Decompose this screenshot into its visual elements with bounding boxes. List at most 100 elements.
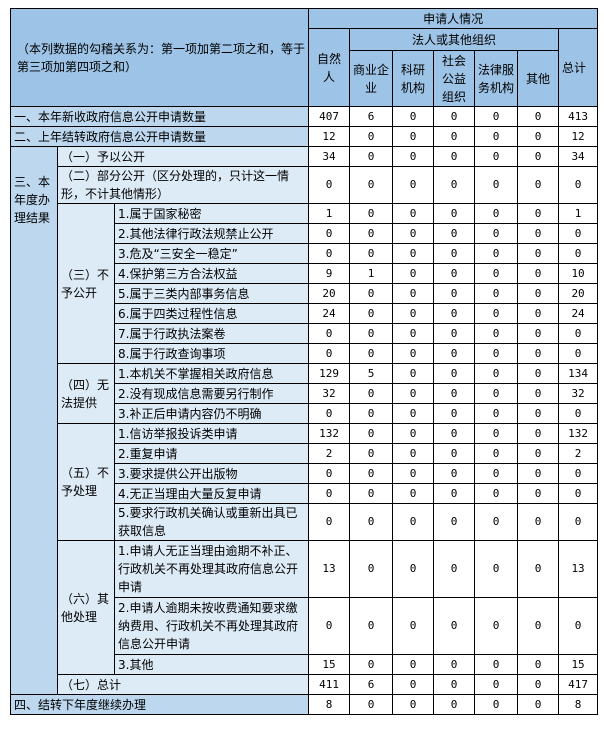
value-cell: 0 — [433, 403, 476, 424]
value-cell: 0 — [517, 166, 560, 204]
value-cell: 0 — [392, 106, 435, 127]
table-row: （六）其他处理 1.申请人无正当理由逾期不补正、行政机关不再处理其政府信息公开申请… — [11, 540, 599, 675]
value-cell: 0 — [558, 483, 599, 504]
value-cell: 0 — [517, 503, 560, 541]
value-cell: 0 — [349, 597, 394, 655]
value-cell: 12 — [308, 126, 351, 147]
value-cell: 0 — [474, 443, 519, 464]
item-label: 8.属于行政查询事项 — [113, 343, 310, 364]
header-org-col: 社会公益组织 — [433, 50, 476, 107]
value-cell: 0 — [517, 106, 560, 127]
value-cell: 0 — [558, 323, 599, 344]
value-cell: 0 — [433, 443, 476, 464]
table-row: 5.属于三类内部事务信息 20 0 0 0 0 0 20 — [11, 283, 599, 304]
value-cell: 0 — [433, 540, 476, 598]
value-cell: 0 — [392, 383, 435, 404]
value-cell: 0 — [392, 223, 435, 244]
value-cell: 0 — [392, 503, 435, 541]
value-cell: 0 — [392, 597, 435, 655]
value-cell: 0 — [517, 443, 560, 464]
value-cell: 0 — [433, 203, 476, 224]
value-cell: 0 — [474, 503, 519, 541]
value-cell: 0 — [517, 203, 560, 224]
table-row: （二）部分公开（区分处理的，只计这一情形，不计其他情形） 0 0 0 0 0 0 0 — [11, 166, 599, 204]
value-cell: 0 — [433, 126, 476, 147]
value-cell: 0 — [349, 423, 394, 444]
value-cell: 0 — [308, 323, 351, 344]
value-cell: 2 — [308, 443, 351, 464]
table-row: 一、本年新收政府信息公开申请数量 407 6 0 0 0 0 413 — [9, 106, 599, 127]
value-cell: 0 — [517, 243, 560, 264]
table-row: 四、结转下年度继续办理 8 0 0 0 0 0 8 — [9, 694, 599, 715]
value-cell: 0 — [349, 694, 394, 715]
value-cell: 0 — [433, 243, 476, 264]
value-cell: 20 — [308, 283, 351, 304]
value-cell: 2 — [558, 443, 599, 464]
value-cell: 134 — [558, 363, 599, 384]
header-applicant: 申请人情况 — [308, 8, 599, 29]
value-cell: 0 — [474, 654, 519, 675]
header-org-col: 其他 — [517, 50, 560, 107]
value-cell: 0 — [433, 106, 476, 127]
value-cell: 0 — [392, 203, 435, 224]
value-cell: 0 — [517, 323, 560, 344]
value-cell: 0 — [349, 483, 394, 504]
item-label: 3.其他 — [113, 654, 310, 675]
value-cell: 0 — [433, 383, 476, 404]
header-total: 总计 — [558, 28, 599, 107]
value-cell: 0 — [433, 283, 476, 304]
value-cell: 407 — [308, 106, 351, 127]
item-label: 2.申请人逾期未按收费通知要求缴纳费用、行政机关不再处理其政府信息公开申请 — [113, 597, 310, 655]
value-cell: 1 — [308, 203, 351, 224]
value-cell: 413 — [558, 106, 599, 127]
value-cell: 0 — [392, 146, 435, 167]
value-cell: 0 — [349, 146, 394, 167]
group-label: （六）其他处理 — [57, 540, 115, 675]
value-cell: 0 — [474, 303, 519, 324]
value-cell: 0 — [474, 263, 519, 284]
value-cell: 0 — [517, 263, 560, 284]
value-cell: 0 — [392, 540, 435, 598]
value-cell: 0 — [517, 463, 560, 484]
value-cell: 34 — [308, 146, 351, 167]
value-cell: 0 — [558, 223, 599, 244]
header-note: （本列数据的勾稽关系为：第一项加第二项之和，等于第三项加第四项之和） — [9, 8, 310, 107]
value-cell: 0 — [517, 540, 560, 598]
item-label: 3.要求提供公开出版物 — [113, 463, 310, 484]
value-cell: 0 — [392, 694, 435, 715]
table-row: 2.其他法律行政法规禁止公开 0 0 0 0 0 0 0 — [11, 223, 599, 244]
value-cell: 0 — [517, 223, 560, 244]
table-row: 4.保护第三方合法权益 9 1 0 0 0 0 10 — [11, 263, 599, 284]
value-cell: 0 — [558, 243, 599, 264]
table-row: 8.属于行政查询事项 0 0 0 0 0 0 0 — [11, 343, 599, 364]
item-label: 4.无正当理由大量反复申请 — [113, 483, 310, 504]
header-legal-group: 法人或其他组织 — [349, 28, 560, 51]
value-cell: 1 — [349, 263, 394, 284]
value-cell: 0 — [392, 166, 435, 204]
table-row: 6.属于四类过程性信息 24 0 0 0 0 0 24 — [11, 303, 599, 324]
row-label: 四、结转下年度继续办理 — [9, 694, 310, 715]
value-cell: 0 — [474, 223, 519, 244]
item-label: 6.属于四类过程性信息 — [113, 303, 310, 324]
table-row: （七）总计 411 6 0 0 0 0 417 — [11, 674, 599, 695]
value-cell: 0 — [433, 674, 476, 695]
value-cell: 0 — [474, 694, 519, 715]
value-cell: 411 — [308, 674, 351, 695]
value-cell: 0 — [308, 243, 351, 264]
value-cell: 24 — [558, 303, 599, 324]
value-cell: 0 — [392, 423, 435, 444]
value-cell: 0 — [517, 383, 560, 404]
table-row: 三、本年度办理结果 （一）予以公开 34 0 0 0 0 0 34 — [10, 146, 599, 695]
value-cell: 20 — [558, 283, 599, 304]
value-cell: 0 — [474, 363, 519, 384]
value-cell: 0 — [433, 223, 476, 244]
header-org-col: 商业企业 — [349, 50, 394, 107]
value-cell: 12 — [558, 126, 599, 147]
item-label: 2.其他法律行政法规禁止公开 — [113, 223, 310, 244]
value-cell: 0 — [392, 674, 435, 695]
row-label: （二）部分公开（区分处理的，只计这一情形，不计其他情形） — [56, 166, 310, 204]
value-cell: 0 — [392, 243, 435, 264]
table-row: 二、上年结转政府信息公开申请数量 12 0 0 0 0 0 12 — [9, 126, 599, 147]
value-cell: 0 — [308, 503, 351, 541]
value-cell: 0 — [517, 483, 560, 504]
